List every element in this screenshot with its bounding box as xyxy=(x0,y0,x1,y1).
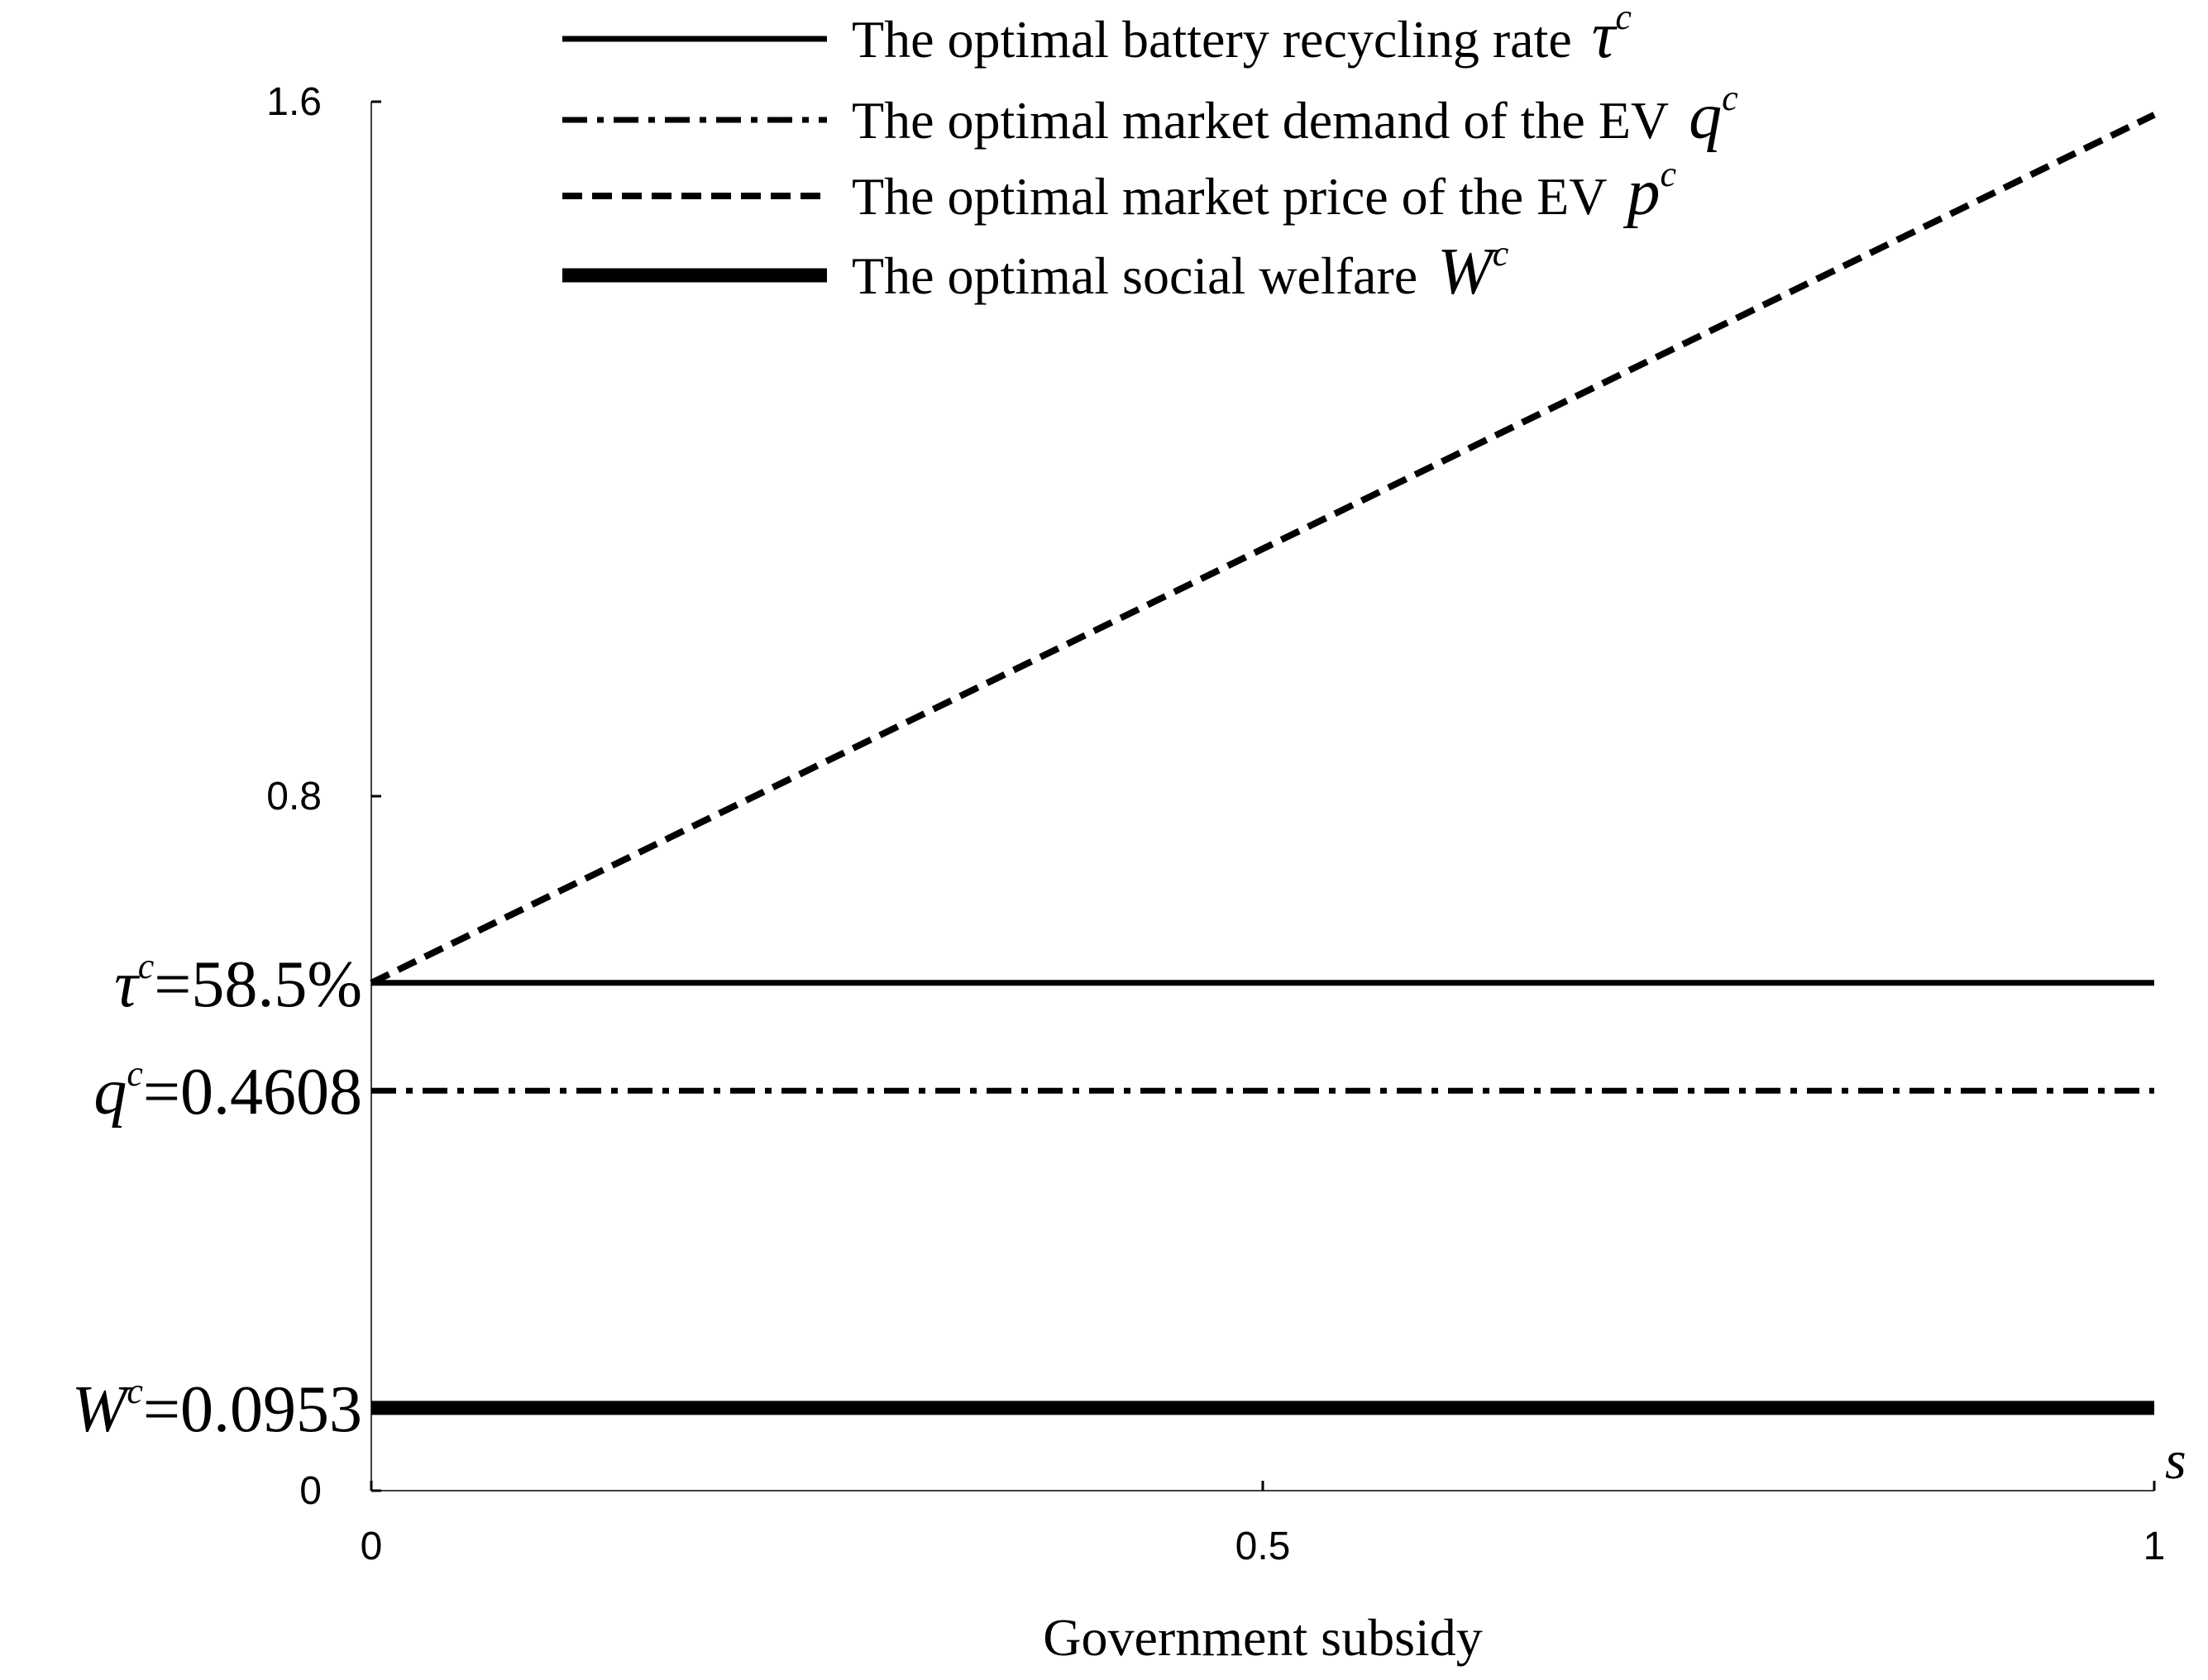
legend-text: The optimal social welfare xyxy=(852,246,1417,305)
x-axis-symbol: s xyxy=(2165,1430,2186,1491)
x-tick-label: 0 xyxy=(361,1525,383,1568)
legend-text: The optimal market demand of the EV xyxy=(852,91,1669,150)
legend-label-tau: The optimal battery recycling rate τc xyxy=(852,0,1632,72)
annotation-symbol: W xyxy=(72,1373,132,1446)
legend-symbol: p xyxy=(1623,156,1660,229)
series-line-p xyxy=(370,112,2156,986)
y-tick-label: 1.6 xyxy=(266,80,322,124)
legend-text: The optimal battery recycling rate xyxy=(852,10,1572,69)
legend-superscript: c xyxy=(1615,0,1632,37)
annotation-tau: τc=58.5% xyxy=(114,946,362,1021)
series-lines xyxy=(370,112,2156,1415)
annotation-q: qc=0.4608 xyxy=(93,1053,362,1129)
legend-symbol: τ xyxy=(1592,0,1618,72)
legend: The optimal battery recycling rate τcThe … xyxy=(562,0,1738,308)
legend-superscript: c xyxy=(1493,233,1509,274)
legend-label-w: The optimal social welfare Wc xyxy=(852,233,1509,308)
annotation-w: Wc=0.0953 xyxy=(72,1371,362,1446)
legend-text: The optimal market price of the EV xyxy=(852,167,1607,226)
annotation-superscript: c xyxy=(138,946,155,986)
legend-symbol: q xyxy=(1689,80,1722,153)
annotation-symbol: τ xyxy=(114,948,141,1021)
legend-superscript: c xyxy=(1722,78,1738,118)
x-tick-label: 0.5 xyxy=(1235,1525,1291,1568)
x-tick-label: 1 xyxy=(2143,1525,2166,1568)
annotation-superscript: c xyxy=(127,1053,143,1094)
annotation-symbol: q xyxy=(93,1056,127,1129)
axes: 0 0.8 1.6 0 0.5 1 Government subsidy s xyxy=(266,80,2186,1667)
annotation-value: =58.5% xyxy=(154,948,362,1021)
annotation-value: =0.4608 xyxy=(143,1056,362,1129)
annotation-superscript: c xyxy=(127,1371,143,1411)
legend-label-p: The optimal market price of the EV pc xyxy=(852,154,1676,229)
annotation-value: =0.0953 xyxy=(143,1373,362,1446)
legend-symbol: W xyxy=(1437,236,1498,308)
legend-superscript: c xyxy=(1660,154,1676,194)
y-tick-label: 0.8 xyxy=(266,775,322,819)
x-axis-label: Government subsidy xyxy=(1043,1608,1483,1667)
y-tick-label: 0 xyxy=(299,1469,322,1513)
legend-label-q: The optimal market demand of the EV qc xyxy=(852,78,1738,153)
